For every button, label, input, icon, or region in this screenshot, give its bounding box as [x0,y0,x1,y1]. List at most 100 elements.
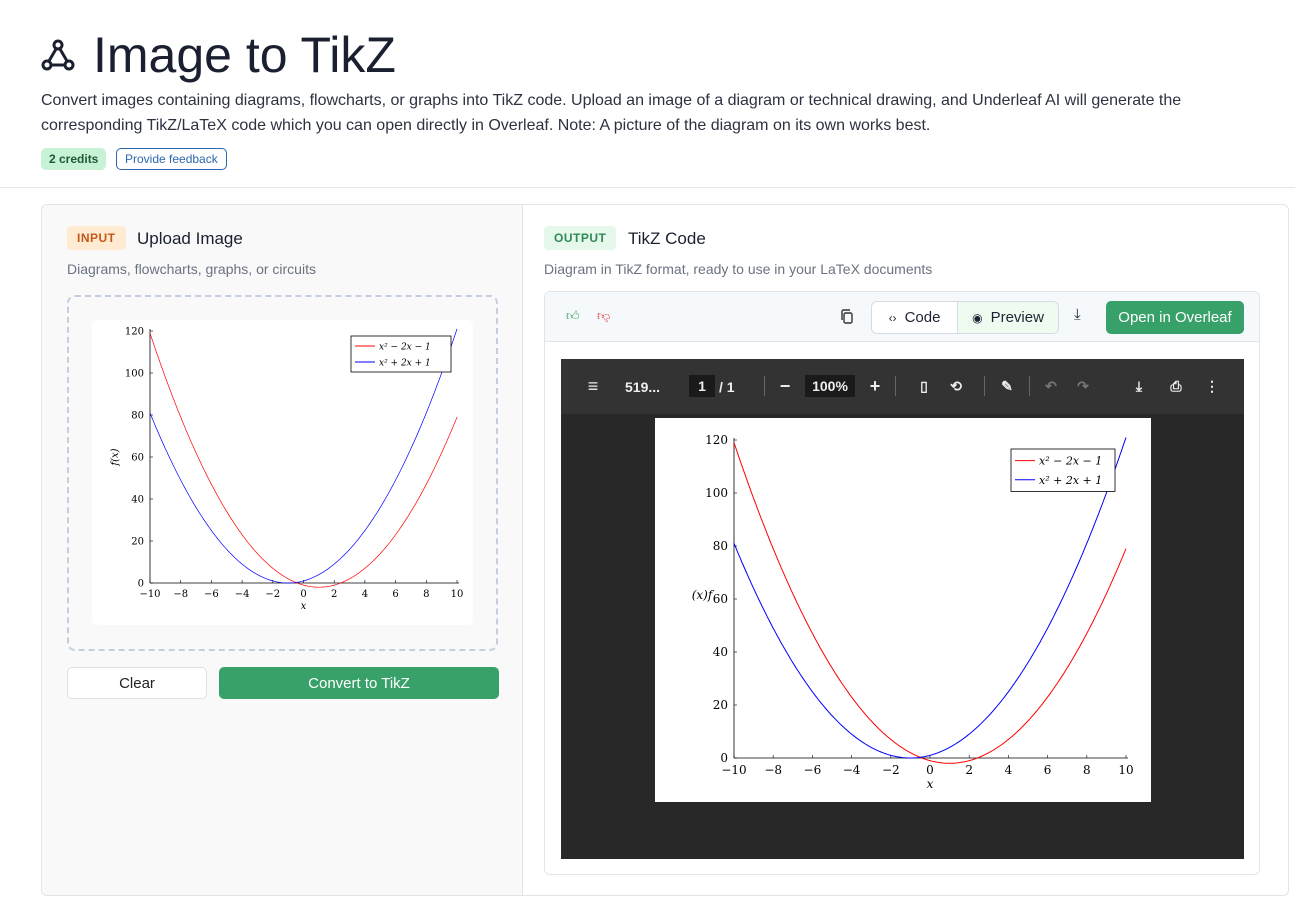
input-title: Upload Image [137,229,243,248]
series-line [149,332,458,588]
open-in-overleaf-button[interactable]: Open in Overleaf [1106,301,1244,334]
page-input[interactable]: 1 [689,375,715,397]
x-tick-label: −6 [204,589,219,600]
zoom-in-icon[interactable]: + [869,376,881,396]
x-tick-label: 6 [1044,763,1052,777]
pdf-download-icon[interactable]: ⤓ [1135,378,1143,394]
y-tick-label: 60 [131,452,144,463]
pdf-filename: 519... [625,378,661,395]
legend-label: x² − 2x − 1 [1039,455,1102,468]
x-tick-label: −4 [843,763,861,777]
x-tick-label: 4 [362,589,368,600]
y-tick-label: 80 [131,410,144,421]
eye-icon: ◉ [972,310,983,325]
convert-button[interactable]: Convert to TikZ [219,667,499,699]
y-tick-label: 60 [713,592,728,606]
x-tick-label: 2 [331,589,337,600]
rotate-icon[interactable]: ⟲ [950,378,962,394]
credits-badge: 2 credits [41,148,107,170]
separator [1029,376,1030,396]
y-axis-label: f(x) [110,448,121,466]
separator [764,376,765,396]
input-plot: −10 −8 −6 −4 −2 0 2 4 6 8 10020406080100120xf(x)x²… [110,326,463,612]
y-tick-label: 0 [720,751,728,765]
legend-label: x² + 2x + 1 [379,358,431,368]
y-tick-label: 120 [125,326,144,337]
x-tick-label: 2 [965,763,973,777]
series-line [733,437,1127,759]
feedback-button[interactable]: Provide feedback [116,148,227,170]
separator [984,376,985,396]
y-tick-label: 40 [131,494,144,505]
code-tab[interactable]: ‹› Code [872,302,957,333]
view-toggle: ‹› Code ◉ Preview [871,301,1059,334]
y-tick-label: 100 [125,368,144,379]
title-text: Image to TikZ [93,27,396,83]
x-axis-label: x [927,777,934,791]
x-tick-label: 10 [1118,763,1133,777]
annotate-icon[interactable]: ✎ [1001,378,1013,394]
x-tick-label: −10 [139,589,160,600]
x-tick-label: 0 [300,589,306,600]
preview-label: Preview [990,309,1044,326]
x-tick-label: −10 [721,763,746,777]
series-line [149,328,458,584]
redo-icon[interactable]: ↷ [1077,378,1089,394]
undo-icon[interactable]: ↶ [1045,378,1057,394]
page-title: Image to TikZ [41,26,396,84]
zoom-input[interactable]: 100% [805,375,855,397]
thumbs-up-icon[interactable]: 👍︎ [566,308,580,323]
triangle-nodes-icon [41,39,75,71]
y-tick-label: 20 [713,698,728,712]
x-axis-label: x [301,601,307,612]
download-icon[interactable]: ⤓ [1074,306,1081,323]
separator [895,376,896,396]
legend-label: x² + 2x + 1 [1039,474,1102,487]
output-title: TikZ Code [628,229,706,248]
print-icon[interactable]: ⎙ [1170,378,1182,394]
x-tick-label: 8 [1083,763,1091,777]
zoom-out-icon[interactable]: − [779,376,791,396]
legend-box [350,335,452,373]
x-tick-label: −2 [265,589,280,600]
output-card: 👍︎ 👎︎ ‹› Code ◉ Preview ⤓ Open in Overleaf… [544,291,1260,875]
x-tick-label: −8 [173,589,188,600]
legend-label: x² − 2x − 1 [379,342,431,352]
clear-button[interactable]: Clear [67,667,207,699]
y-tick-label: 40 [713,645,728,659]
pdf-toolbar: ≡ 519... 1 / 1 − 100% + ▯ ⟲ ✎ ↶ ↷ ⤓ ⎙ ⋮ [561,359,1244,414]
menu-icon[interactable]: ≡ [587,376,599,396]
x-tick-label: 4 [1005,763,1013,777]
uploaded-image: −10 −8 −6 −4 −2 0 2 4 6 8 10 0 20 40 60 80 100 120 x f(x) x²… [92,320,473,625]
more-options-icon[interactable]: ⋮ [1205,378,1219,394]
input-tag: INPUT [67,226,126,250]
series-line [733,442,1127,764]
output-toolbar: 👍︎ 👎︎ ‹› Code ◉ Preview ⤓ Open in Overleaf [545,292,1259,342]
y-tick-label: 0 [138,578,144,589]
x-tick-label: 8 [423,589,429,600]
preview-tab[interactable]: ◉ Preview [957,302,1058,333]
input-panel: INPUT Upload Image Diagrams, flowcharts,… [42,205,523,895]
legend-box [1010,448,1116,492]
x-tick-label: 6 [392,589,398,600]
divider [0,187,1295,188]
page-count: / 1 [719,378,735,395]
pdf-page: −10 −8 −6 −4 −2 0 2 4 6 8 10 0 20 40 60 80 100 120 x (x)f x²… [655,418,1151,802]
x-tick-label: −2 [882,763,900,777]
converter-panel: INPUT Upload Image Diagrams, flowcharts,… [41,204,1289,896]
y-tick-label: 20 [131,536,144,547]
output-subtitle: Diagram in TikZ format, ready to use in … [544,261,933,277]
output-tag: OUTPUT [544,226,617,250]
fit-page-icon[interactable]: ▯ [920,378,928,394]
x-tick-label: −8 [764,763,782,777]
copy-icon[interactable] [840,309,854,324]
page-description: Convert images containing diagrams, flow… [41,92,1182,134]
upload-dropzone[interactable]: −10 −8 −6 −4 −2 0 2 4 6 8 10 0 20 40 60 80 100 120 x f(x) x²… [67,295,498,651]
code-label: Code [904,309,941,326]
input-subtitle: Diagrams, flowcharts, graphs, or circuit… [67,261,316,277]
pdf-viewer: ≡ 519... 1 / 1 − 100% + ▯ ⟲ ✎ ↶ ↷ ⤓ ⎙ ⋮ … [561,359,1244,859]
y-tick-label: 80 [713,539,728,553]
x-tick-label: −4 [235,589,250,600]
y-tick-label: 100 [705,486,728,500]
thumbs-down-icon[interactable]: 👎︎ [597,308,611,323]
